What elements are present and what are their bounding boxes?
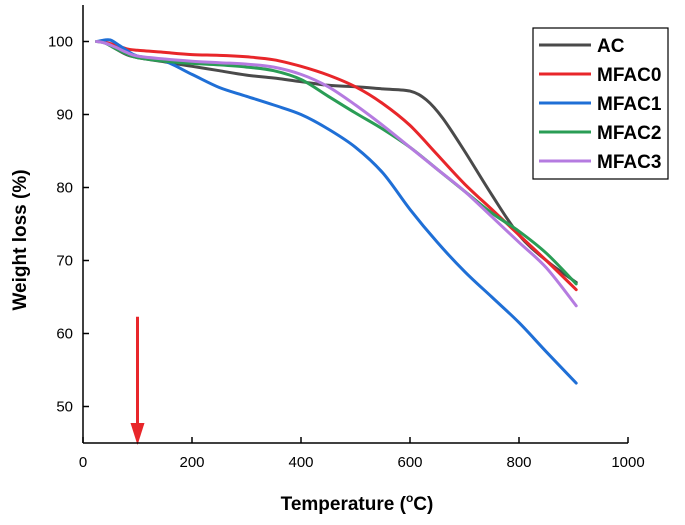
legend-label: MFAC2 [597, 123, 661, 144]
x-tick-label: 200 [179, 454, 204, 471]
y-tick-label: 90 [56, 107, 73, 124]
y-tick-label: 60 [56, 326, 73, 343]
arrow-head [130, 423, 145, 445]
series-line-mfac1 [95, 38, 578, 385]
x-axis-title-sup: o [406, 491, 413, 505]
legend-label: AC [597, 36, 625, 57]
legend: AC MFAC0 MFAC1 MFAC2 MFAC3 [532, 27, 669, 180]
legend-label: MFAC3 [597, 152, 661, 173]
y-axis-title: Weight loss (%) [10, 169, 31, 310]
y-tick-label: 80 [56, 180, 73, 197]
series-line-mfac3 [95, 40, 578, 308]
x-axis-title-main: Temperature ( [281, 494, 407, 515]
x-axis-title: Temperature (oC) [281, 491, 434, 515]
y-tick-label: 70 [56, 253, 73, 270]
series-line-mfac0 [95, 40, 578, 292]
y-tick-label: 100 [48, 34, 73, 51]
x-tick-label: 1000 [611, 454, 644, 471]
legend-label: MFAC0 [597, 65, 661, 86]
legend-label: MFAC1 [597, 94, 662, 115]
x-tick-label: 600 [397, 454, 422, 471]
x-axis-title-suffix: C) [413, 494, 433, 515]
x-tick-label: 800 [506, 454, 531, 471]
x-tick-label: 0 [79, 454, 87, 471]
plot-area [95, 38, 578, 445]
axes: 0 200 400 600 800 1000 50 60 70 80 90 100 [48, 5, 645, 471]
y-tick-label: 50 [56, 399, 73, 416]
x-tick-label: 400 [288, 454, 313, 471]
